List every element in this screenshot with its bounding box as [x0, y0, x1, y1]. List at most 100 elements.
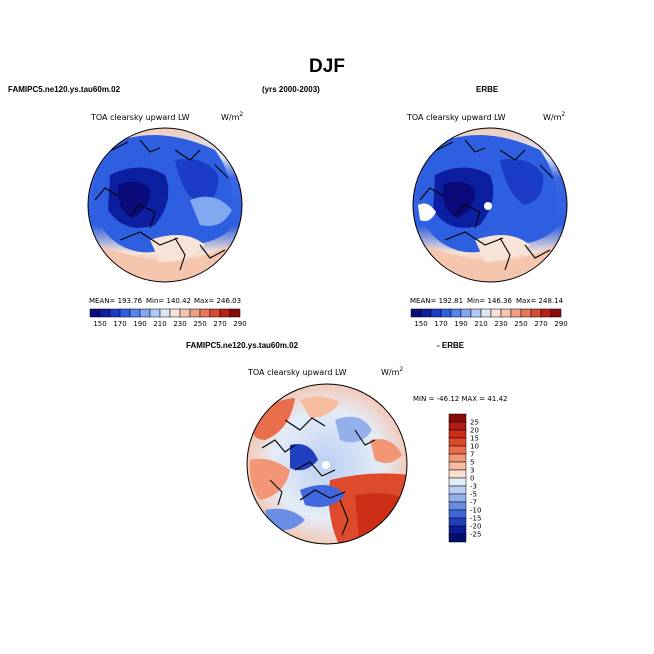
colorbar-box — [129, 308, 141, 318]
colorbar-box — [448, 485, 467, 495]
colorbar-box — [440, 308, 452, 318]
map-panel-model: TOA clearsky upward LW W/m2 MEAN= 193.76… — [87, 111, 247, 328]
colorbar-box — [480, 308, 492, 318]
colorbar-box — [229, 308, 241, 318]
colorbar-box — [448, 501, 467, 511]
map-panel-difference: TOA clearsky upward LW W/m2 MIN = -46.12… — [246, 366, 507, 545]
colorbar-tick-label: 3 — [470, 467, 474, 475]
stat-mean-erbe: MEAN= 192.81 — [410, 297, 463, 305]
colorbar-box — [448, 429, 467, 439]
colorbar-tick-label: 15 — [470, 435, 479, 443]
colorbar-tick-label: 290 — [554, 320, 567, 328]
colorbar-tick-label: -25 — [470, 531, 481, 539]
colorbar-tick-label: 230 — [173, 320, 186, 328]
colorbar-box — [448, 421, 467, 431]
header-erbe: ERBE — [476, 85, 499, 94]
colorbar-tick-label: -7 — [470, 499, 477, 507]
colorbar-box — [460, 308, 472, 318]
map-border-erbe — [412, 127, 568, 283]
map-title-model: TOA clearsky upward LW — [90, 113, 190, 122]
colorbar-box — [99, 308, 111, 318]
colorbar-tick-label: -5 — [470, 491, 477, 499]
header-years: (yrs 2000-2003) — [262, 85, 320, 94]
figure-title: DJF — [309, 56, 345, 77]
colorbar-box — [169, 308, 181, 318]
colorbar-tick-label: 210 — [474, 320, 487, 328]
colorbar-box — [448, 469, 467, 479]
colorbar-tick-label: 250 — [193, 320, 206, 328]
colorbar-box — [448, 525, 467, 535]
colorbar-box — [109, 308, 121, 318]
colorbar-box — [490, 308, 502, 318]
colorbar-box — [149, 308, 161, 318]
colorbar-box — [470, 308, 482, 318]
colorbar-box — [89, 308, 101, 318]
colorbar-box — [448, 493, 467, 503]
map-border-difference — [246, 383, 408, 545]
colorbar-erbe: 150 170 190 210 230 250 270 290 — [410, 308, 568, 328]
stat-max-model: Max= 246.03 — [194, 297, 241, 305]
colorbar-box — [199, 308, 211, 318]
header-diff-erbe: - ERBE — [437, 341, 465, 350]
colorbar-box — [448, 413, 467, 423]
colorbar-tick-label: 270 — [213, 320, 226, 328]
colorbar-box — [448, 517, 467, 527]
colorbar-tick-label: -20 — [470, 523, 481, 531]
colorbar-box — [420, 308, 432, 318]
colorbar-box — [520, 308, 532, 318]
colorbar-box — [500, 308, 512, 318]
stat-range-difference: MIN = -46.12 MAX = 41.42 — [413, 395, 507, 403]
colorbar-tick-label: 230 — [494, 320, 507, 328]
colorbar-box — [448, 437, 467, 447]
colorbar-box — [448, 461, 467, 471]
colorbar-box — [448, 453, 467, 463]
stat-min-model: Min= 140.42 — [146, 297, 191, 305]
colorbar-box — [139, 308, 151, 318]
colorbar-tick-label: 150 — [93, 320, 106, 328]
colorbar-box — [510, 308, 522, 318]
colorbar-tick-label: 20 — [470, 427, 479, 435]
stat-mean-model: MEAN= 193.76 — [89, 297, 143, 305]
colorbar-tick-label: 7 — [470, 451, 474, 459]
header-diff-model: FAMIPC5.ne120.ys.tau60m.02 — [186, 341, 299, 350]
colorbar-box — [410, 308, 422, 318]
colorbar-box — [119, 308, 131, 318]
colorbar-box — [189, 308, 201, 318]
colorbar-box — [450, 308, 462, 318]
colorbar-box — [179, 308, 191, 318]
colorbar-tick-label: 190 — [454, 320, 467, 328]
stat-max-erbe: Max= 248.14 — [516, 297, 564, 305]
map-title-difference: TOA clearsky upward LW — [247, 368, 347, 377]
colorbar-tick-label: 190 — [133, 320, 146, 328]
colorbar-box — [448, 477, 467, 487]
colorbar-tick-label: 170 — [434, 320, 447, 328]
colorbar-box — [448, 445, 467, 455]
map-units-erbe: W/m2 — [543, 111, 565, 122]
colorbar-tick-label: -3 — [470, 483, 477, 491]
colorbar-box — [430, 308, 442, 318]
colorbar-model: 150 170 190 210 230 250 270 290 — [89, 308, 247, 328]
colorbar-box — [530, 308, 542, 318]
colorbar-tick-label: 5 — [470, 459, 474, 467]
colorbar-box — [550, 308, 562, 318]
stat-min-erbe: Min= 146.36 — [467, 297, 513, 305]
map-title-erbe: TOA clearsky upward LW — [406, 113, 506, 122]
map-units-model: W/m2 — [221, 111, 243, 122]
colorbar-tick-label: -15 — [470, 515, 481, 523]
map-field-model — [88, 128, 242, 282]
colorbar-tick-label: 150 — [414, 320, 427, 328]
colorbar-box — [219, 308, 231, 318]
colorbar-tick-label: 0 — [470, 475, 474, 483]
colorbar-tick-label: 210 — [153, 320, 166, 328]
colorbar-box — [448, 533, 467, 543]
header-model-name: FAMIPC5.ne120.ys.tau60m.02 — [8, 85, 121, 94]
colorbar-box — [540, 308, 552, 318]
colorbar-tick-label: 10 — [470, 443, 479, 451]
colorbar-tick-label: 290 — [233, 320, 246, 328]
map-border-model — [87, 127, 243, 283]
map-panel-erbe: TOA clearsky upward LW W/m2 MEAN= 192.81… — [406, 111, 568, 328]
colorbar-tick-label: -10 — [470, 507, 481, 515]
colorbar-box — [159, 308, 171, 318]
